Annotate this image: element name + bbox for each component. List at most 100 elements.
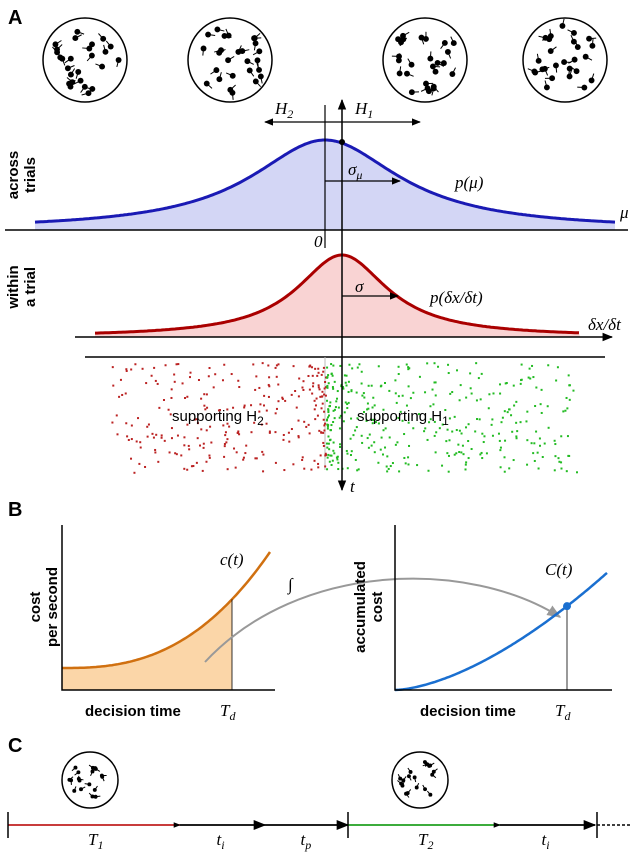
sample-dot [207,375,210,378]
sample-dot [290,393,293,396]
cost-per-second-label-line: per second [44,567,61,647]
sample-dot [382,408,385,411]
sample-dot [254,457,257,460]
sample-dot [404,462,407,465]
sample-dot [394,392,397,395]
sample-dot [157,460,160,463]
sample-dot [188,376,191,379]
sample-dot [326,427,329,430]
p-dx-label: p(δx/δt) [429,288,483,307]
sample-dot [480,451,483,454]
segment-label-main: T [418,830,429,849]
sample-dot [147,423,150,426]
sample-dot [223,442,226,445]
sample-dot [145,382,148,385]
sample-dot [382,429,385,432]
sample-dot [333,408,336,411]
sample-dot [412,427,415,430]
sample-dot [318,429,321,432]
sample-dot [267,364,270,367]
sample-dot [351,367,354,370]
sample-dot [499,449,502,452]
sample-dot [121,393,124,396]
sample-dot [347,380,350,383]
sample-dot [133,471,136,474]
sample-dot [268,376,271,379]
motion-dot [72,788,77,793]
motion-dot [90,765,95,770]
sample-dot [292,365,295,368]
sample-dot [297,419,300,422]
sample-dot [319,454,322,457]
sample-dot [467,457,470,460]
sample-dot [130,368,133,371]
sample-dot [226,468,229,471]
sample-dot [119,378,122,381]
panel-label: A [8,7,22,29]
motion-dot [102,48,109,55]
td-left-label-main: T [220,701,231,720]
sample-dot [183,436,186,439]
sample-dot [407,385,410,388]
sigma-mu-label: σμ [348,160,362,182]
sample-dot [329,429,332,432]
motion-dot [252,40,259,47]
motion-dot [251,35,258,42]
motion-dot [531,68,538,75]
sample-dot [301,456,304,459]
integral-sign: ∫ [287,575,294,595]
sample-dot [292,463,295,466]
sample-dot [512,384,515,387]
sample-dot [303,420,306,423]
sample-dot [281,397,284,400]
sample-dot [560,467,563,470]
motion-dot [573,68,580,75]
sample-dot [554,443,557,446]
sample-dot [335,400,338,403]
sample-dot [322,441,325,444]
sample-dot [558,460,561,463]
sample-dot [313,399,316,402]
sample-dot [324,386,327,389]
sample-dot [222,424,225,427]
sample-dot [482,441,485,444]
motion-dot [589,42,596,49]
across-trials-label-line: trials [22,157,39,193]
sample-dot [384,427,387,430]
sample-dot [268,431,271,434]
sample-dot [491,418,494,421]
sample-dot [267,395,270,398]
h1-label: H1 [354,99,373,121]
segment-label-sub: i [546,838,549,852]
supporting-h2-label-main: supporting H [172,408,257,425]
motion-dot [52,41,59,48]
sample-dot [328,404,331,407]
sample-dot [432,403,435,406]
motion-dot [74,28,81,35]
motion-dot [398,776,403,781]
sample-dot [407,366,410,369]
sample-dot [160,436,163,439]
sample-dot [175,453,178,456]
sample-dot [367,407,370,410]
x-label-right: decision time [420,703,516,720]
motion-dot [561,59,568,66]
sample-dot [237,430,240,433]
sample-dot [115,414,118,417]
sample-dot [302,388,305,391]
sample-dot [360,382,363,385]
sample-dot [327,408,330,411]
sample-dot [532,376,535,379]
sample-dot [252,363,255,366]
sample-dot [326,386,329,389]
sample-dot [314,418,317,421]
sample-dot [261,362,264,365]
sample-dot [481,432,484,435]
sample-dot [316,414,319,417]
sample-dot [366,437,369,440]
sample-dot [504,439,507,442]
sample-dot [326,419,329,422]
sample-dot [553,439,556,442]
t-axis-label: t [350,477,356,496]
sample-dot [346,407,349,410]
